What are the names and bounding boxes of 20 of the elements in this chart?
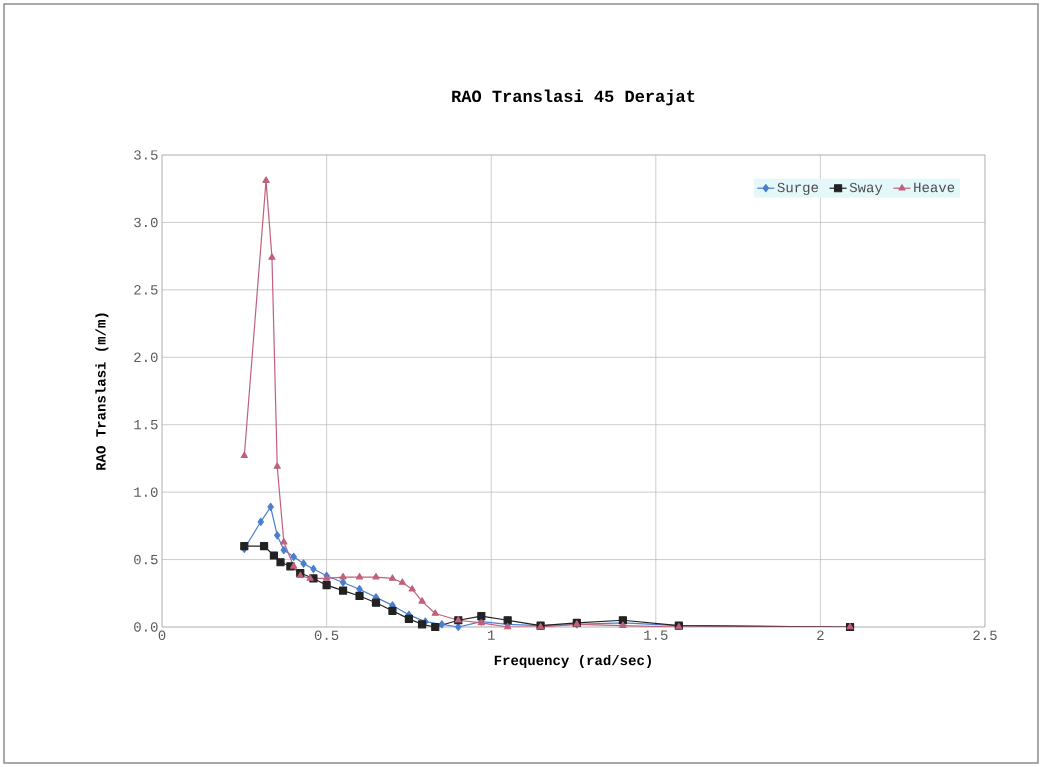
y-tick-label: 2.5 — [134, 285, 158, 295]
y-tick-label: 3.0 — [134, 217, 158, 228]
legend-label: Heave — [914, 182, 955, 193]
y-tick-label: 0.0 — [134, 622, 158, 632]
legend-label: Surge — [777, 182, 819, 196]
y-tick-label: 1.0 — [134, 487, 158, 497]
chart-title: RAO Translasi 45 Derajat — [452, 89, 695, 106]
x-tick-label: 0 — [158, 630, 166, 641]
y-tick-label: 3.5 — [134, 150, 158, 160]
y-axis-title: RAO Translasi (m/m) — [95, 313, 109, 470]
x-tick-label: 2 — [817, 630, 824, 640]
legend-label: Sway — [849, 182, 883, 196]
x-axis-title: Frequency (rad/sec) — [494, 654, 651, 668]
y-tick-label: 0.5 — [134, 554, 158, 565]
x-tick-label: 0.5 — [314, 630, 339, 641]
x-tick-label: 1 — [488, 630, 495, 640]
y-tick-label: 2.0 — [134, 352, 158, 363]
y-tick-label: 1.5 — [134, 420, 158, 430]
x-tick-label: 1.5 — [644, 630, 668, 640]
x-tick-label: 2.5 — [973, 630, 997, 641]
